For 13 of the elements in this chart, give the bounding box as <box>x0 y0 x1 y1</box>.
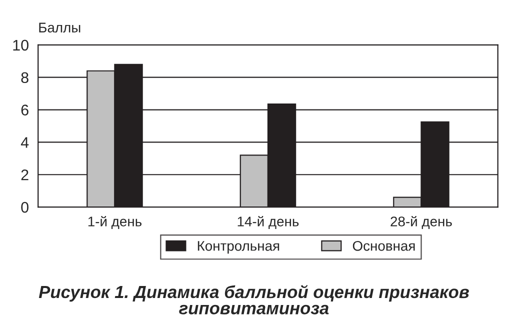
x-tick-label: 1-й день <box>88 216 142 230</box>
legend-label: Основная <box>352 240 415 251</box>
y-tick-label: 8 <box>21 72 28 84</box>
x-tick-label: 14-й день <box>238 216 299 230</box>
y-tick-label: 10 <box>13 40 28 51</box>
y-axis-title: Баллы <box>39 22 80 32</box>
y-tick-label: 2 <box>21 169 28 180</box>
x-tick-label: 28-й день <box>390 216 452 230</box>
y-tick-label: 6 <box>21 104 28 116</box>
y-tick-label: 0 <box>21 202 28 213</box>
text: Рисунок 1. Динамика балльной оценки признаков гиповитаминоза <box>38 285 469 314</box>
y-tick-label: 4 <box>20 137 29 148</box>
legend-label: Контрольная <box>198 241 280 254</box>
